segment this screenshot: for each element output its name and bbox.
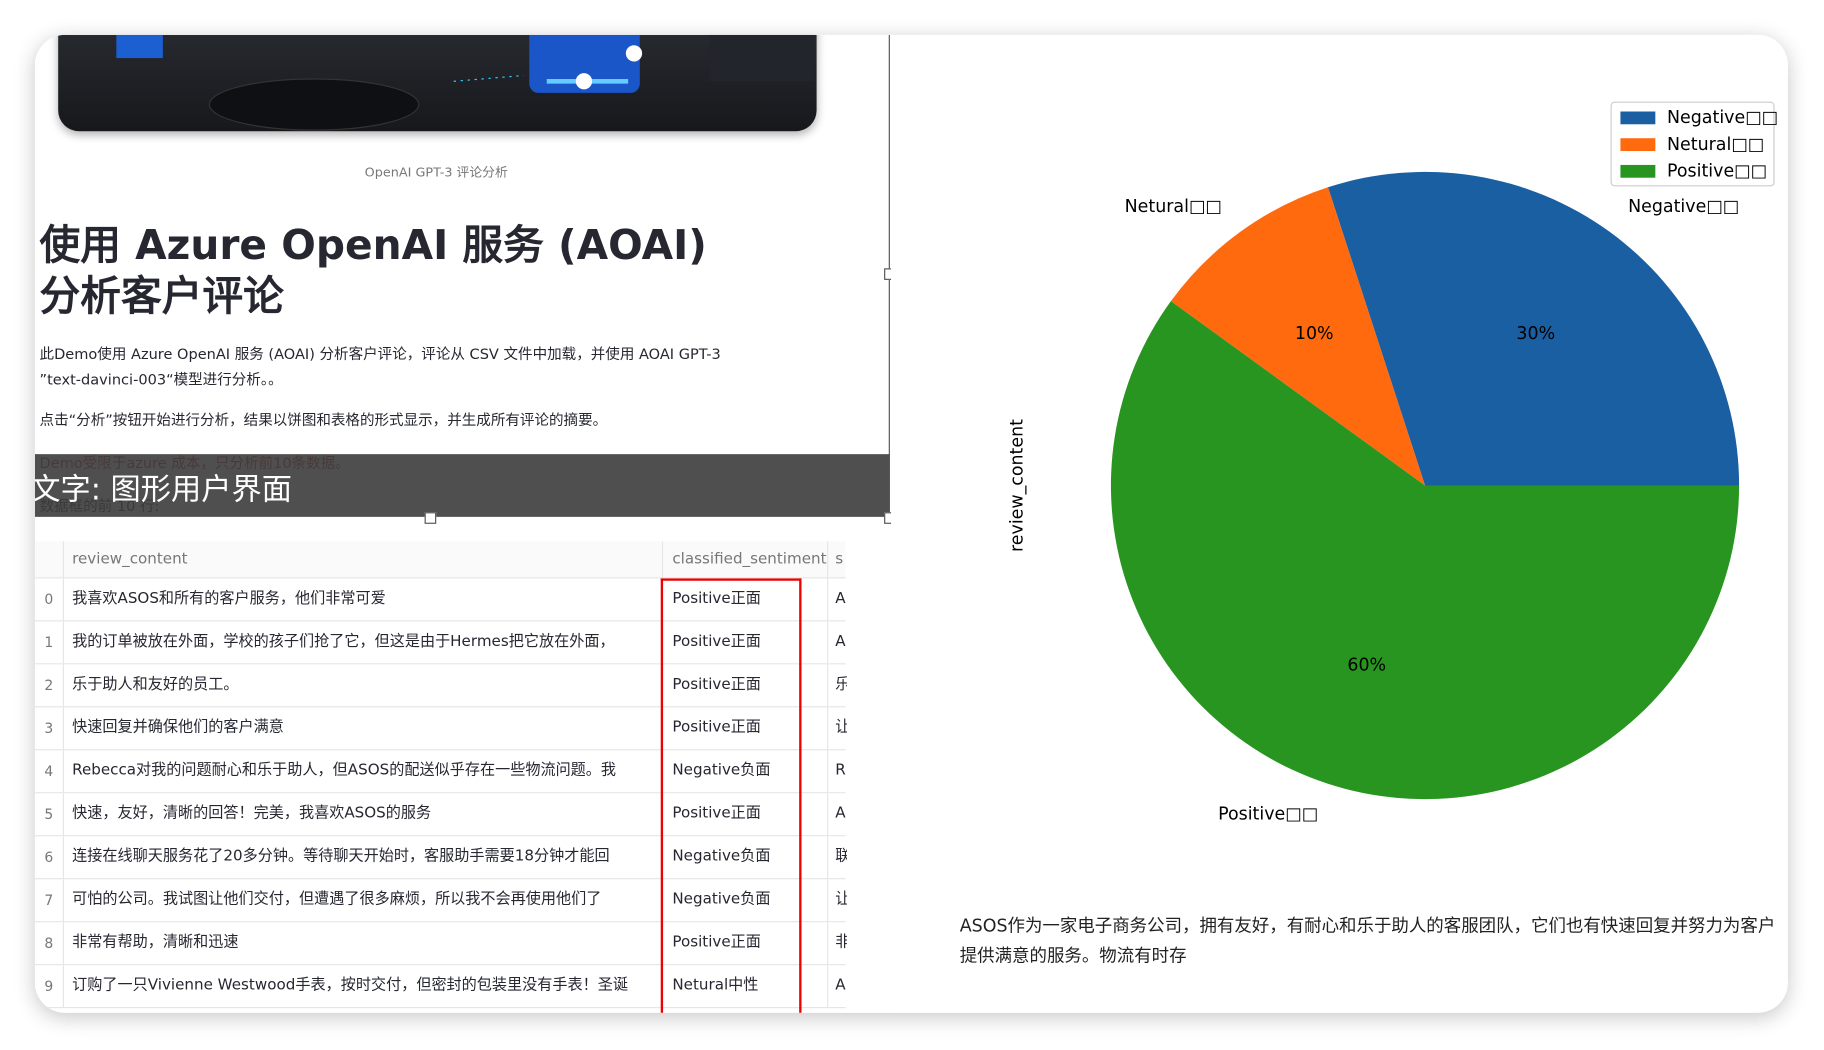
legend-label: Positive□□ bbox=[1667, 162, 1767, 182]
hero-image bbox=[58, 34, 817, 132]
table-cell: Negative负面 bbox=[663, 836, 829, 879]
table-cell: 可怕的公司。我试图让他们交付，但遭遇了很多麻烦，所以我不会再使用他们了 bbox=[63, 879, 664, 922]
table-cell: Positive正面 bbox=[663, 922, 829, 965]
data-table: review_content classified_sentiment s 0 我喜欢A… bbox=[34, 541, 847, 1009]
table-cell: 乐于助人和友好的员工。 bbox=[63, 664, 664, 707]
page-title: 使用 Azure OpenAI 服务 (AOAI) 分析客户评论 bbox=[39, 223, 707, 321]
header-index bbox=[35, 541, 64, 578]
pie-slice bbox=[1170, 187, 1426, 486]
table-row: 7 可怕的公司。我试图让他们交付，但遭遇了很多麻烦，所以我不会再使用他们了 Nega… bbox=[34, 879, 847, 923]
table-row: 4 Rebecca对我的问题耐心和乐于助人，但ASOS的配送似乎存在一些物流问题。… bbox=[34, 750, 846, 794]
table-cell: 非 bbox=[828, 922, 847, 964]
table-row: 1 我的订单被放在外面，学校的孩子们抢了它，但这是由于Hermes把它放在外面， P… bbox=[34, 621, 846, 665]
table-cell: A bbox=[835, 590, 846, 608]
slice-label: Netural□□ bbox=[1125, 197, 1222, 217]
table-cell: A bbox=[835, 976, 846, 995]
legend-label: Negative□□ bbox=[1667, 108, 1778, 128]
y-axis-label: review_content bbox=[1008, 419, 1028, 552]
description: 此Demo使用 Azure OpenAI 服务 (AOAI) 分析客户评论，评论… bbox=[39, 344, 721, 388]
row-index: 0 bbox=[35, 578, 64, 621]
resize-handle[interactable] bbox=[884, 512, 892, 524]
row-index: 3 bbox=[35, 707, 64, 750]
table-cell: A bbox=[835, 633, 846, 651]
column-header: classified_sentiment bbox=[663, 541, 829, 578]
table-cell: Positive正面 bbox=[663, 793, 829, 836]
table-row: 5 快速，友好，清晰的回答！完美，我喜欢ASOS的服务 Positive正面 A bbox=[34, 793, 846, 837]
table-row: 6 连接在线聊天服务花了20多分钟。等待聊天开始时，客服助手需要18分钟才能回 Ne… bbox=[34, 836, 847, 880]
row-index: 1 bbox=[35, 621, 64, 664]
table-cell: Positive正面 bbox=[663, 621, 829, 664]
table-cell: Positive正面 bbox=[663, 664, 829, 707]
highlight-box bbox=[660, 578, 802, 1013]
table-cell: Positive正面 bbox=[663, 578, 829, 621]
row-index: 4 bbox=[35, 750, 64, 793]
legend-swatch bbox=[1620, 164, 1656, 178]
table-cell: 订购了一只Vivienne Westwood手表，按时交付，但密封的包装里没有手… bbox=[63, 965, 664, 1008]
table-cell: Netural中性 bbox=[663, 965, 829, 1008]
table-cell: 连接在线聊天服务花了20多分钟。等待聊天开始时，客服助手需要18分钟才能回 bbox=[63, 836, 664, 879]
row-index: 8 bbox=[35, 922, 64, 965]
table-cell: Negative负面 bbox=[663, 750, 829, 793]
resize-handle[interactable] bbox=[424, 512, 437, 524]
table-cell: 联 bbox=[828, 836, 847, 878]
pct-label: 60% bbox=[1347, 655, 1386, 675]
table-cell: 我喜欢ASOS和所有的客户服务，他们非常可爱 bbox=[63, 578, 664, 621]
table-cell: R bbox=[835, 761, 846, 780]
hero-art bbox=[116, 34, 815, 131]
pct-label: 30% bbox=[1516, 324, 1555, 344]
pie-slice bbox=[1110, 301, 1740, 800]
instruction: 点击“分析”按钮开始进行分析，结果以饼图和表格的形式显示，并生成所有评论的摘要。 bbox=[39, 411, 608, 429]
table-cell: 让 bbox=[828, 879, 847, 921]
pct-label: 10% bbox=[1295, 324, 1334, 344]
table-cell: 非常有帮助，清晰和迅速 bbox=[63, 922, 664, 965]
slice-label: Positive□□ bbox=[1218, 804, 1318, 824]
legend-swatch bbox=[1620, 138, 1656, 151]
table-cell: A bbox=[835, 804, 846, 823]
legend-swatch bbox=[1620, 111, 1656, 125]
table-cell: 乐 bbox=[828, 664, 847, 706]
window: OpenAI GPT-3 评论分析 使用 Azure OpenAI 服务 (AO… bbox=[34, 34, 1788, 1013]
row-index: 6 bbox=[35, 836, 64, 879]
pie-slice bbox=[1327, 171, 1740, 486]
overlay-text: 文字: 图形用户界面 bbox=[34, 472, 293, 508]
table-row: 0 我喜欢ASOS和所有的客户服务，他们非常可爱 Positive正面 A bbox=[34, 578, 846, 622]
left-panel: OpenAI GPT-3 评论分析 使用 Azure OpenAI 服务 (AO… bbox=[34, 34, 892, 1013]
legend-label: Netural□□ bbox=[1667, 135, 1764, 155]
table-cell: 快速，友好，清晰的回答！完美，我喜欢ASOS的服务 bbox=[63, 793, 664, 836]
ocr-overlay: 文字: 图形用户界面 bbox=[34, 454, 890, 517]
pie-chart: Negative□□ 30% Netural□□ 10% Positive□□ 60% re… bbox=[1008, 101, 1778, 824]
table-cell: 快速回复并确保他们的客户满意 bbox=[63, 707, 664, 750]
column-header: s bbox=[835, 550, 844, 568]
row-index: 2 bbox=[35, 664, 64, 707]
table-row: 3快速回复并确保他们的客户满意Positive正面让 bbox=[34, 707, 847, 751]
table-cell: Rebecca对我的问题耐心和乐于助人，但ASOS的配送似乎存在一些物流问题。我 bbox=[63, 750, 664, 793]
slice-label: Negative□□ bbox=[1628, 197, 1739, 217]
table-row: 9 订购了一只Vivienne Westwood手表，按时交付，但密封的包装里没有… bbox=[34, 965, 846, 1009]
table-cell: 我的订单被放在外面，学校的孩子们抢了它，但这是由于Hermes把它放在外面， bbox=[63, 621, 664, 664]
table-cell: 让 bbox=[828, 707, 847, 749]
chart-panel: Negative□□ 30% Netural□□ 10% Positive□□ 60% re… bbox=[922, 34, 1788, 976]
table-header: review_content classified_sentiment s bbox=[34, 541, 846, 579]
table-cell: Negative负面 bbox=[663, 879, 829, 922]
resize-handle[interactable] bbox=[884, 268, 892, 280]
row-index: 7 bbox=[35, 879, 64, 922]
table-cell: Positive正面 bbox=[663, 707, 829, 750]
hero-caption: OpenAI GPT-3 评论分析 bbox=[364, 164, 508, 181]
column-header: review_content bbox=[63, 541, 664, 578]
row-index: 9 bbox=[35, 965, 64, 1008]
summary: ASOS作为一家电子商务公司，拥有友好，有耐心和乐于助人的客服团队，它们也有快速… bbox=[959, 915, 1776, 967]
row-index: 5 bbox=[35, 793, 64, 836]
